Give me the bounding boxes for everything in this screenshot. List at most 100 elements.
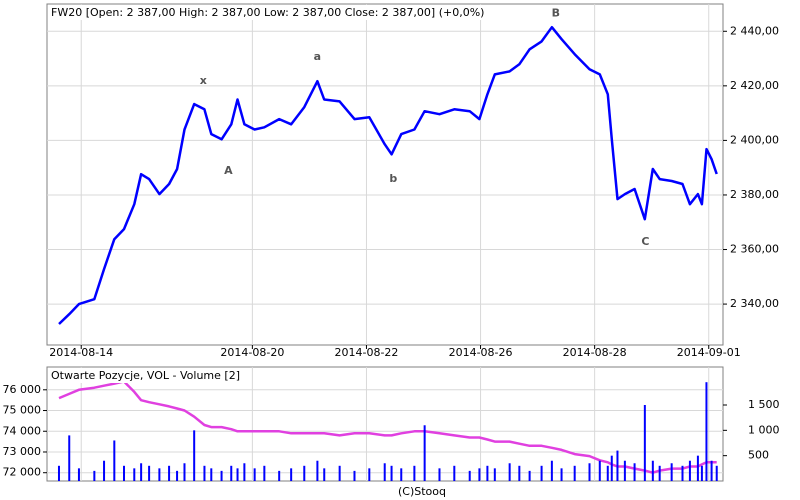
volume-bar xyxy=(103,460,106,481)
y-tick-label: 75 000 xyxy=(3,404,42,417)
volume-bar xyxy=(133,468,136,481)
volume-panel: 72 000 73 000 74 000 75 000 76 000 500 1 000 1 … xyxy=(3,366,780,482)
volume-bar xyxy=(588,463,591,481)
volume-bar xyxy=(323,468,326,481)
volume-bar xyxy=(688,460,691,481)
y2-tick-label: 500 xyxy=(748,449,769,462)
volume-bar xyxy=(518,465,521,481)
panel-title: FW20 [Open: 2 387,00 High: 2 387,00 Low:… xyxy=(51,6,484,19)
volume-bar xyxy=(705,382,708,481)
volume-bar xyxy=(183,463,186,481)
volume-bar xyxy=(715,465,718,481)
x-tick-label: 2014-08-20 xyxy=(220,346,284,359)
volume-bar xyxy=(148,465,151,481)
volume-bar xyxy=(113,440,116,481)
price-panel: 2014-08-14 2014-08-20 2014-08-22 2014-08-26… xyxy=(46,3,779,359)
volume-bar xyxy=(478,468,481,481)
volume-bar xyxy=(278,470,281,481)
volume-bar xyxy=(606,465,609,481)
volume-bar xyxy=(681,465,684,481)
plot-frame xyxy=(46,3,724,346)
volume-bar xyxy=(598,460,601,481)
volume-bar xyxy=(77,468,80,481)
x-tick-label: 2014-08-14 xyxy=(49,346,113,359)
annotation: b xyxy=(389,172,397,185)
volume-bar xyxy=(368,468,371,481)
annotation: C xyxy=(641,235,649,248)
volume-bar xyxy=(220,470,223,481)
volume-bar xyxy=(230,465,233,481)
volume-bar xyxy=(57,465,60,481)
volume-bar xyxy=(203,465,206,481)
y-tick-label: 2 380,00 xyxy=(730,188,779,201)
volume-bar xyxy=(68,435,71,481)
volume-bar xyxy=(253,468,256,481)
y-tick-label: 72 000 xyxy=(3,466,42,479)
volume-bar xyxy=(658,465,661,481)
volume-bar xyxy=(140,463,143,481)
title-background xyxy=(49,5,487,20)
volume-bar xyxy=(303,465,306,481)
volume-bar xyxy=(290,468,293,481)
volume-bar xyxy=(696,455,699,481)
volume-bar xyxy=(651,460,654,481)
y-tick-label: 74 000 xyxy=(3,424,42,437)
volume-bar xyxy=(316,460,319,481)
x-tick-label: 2014-08-26 xyxy=(449,346,513,359)
volume-bar xyxy=(493,468,496,481)
volume-bar xyxy=(616,450,619,481)
annotation: B xyxy=(552,6,560,19)
y-tick-label: 2 400,00 xyxy=(730,133,779,146)
volume-bar xyxy=(383,463,386,481)
annotation: A xyxy=(224,164,233,177)
y-tick-label: 73 000 xyxy=(3,445,42,458)
x-tick-label: 2014-08-22 xyxy=(334,346,398,359)
volume-bar xyxy=(550,460,553,481)
panel-title: Otwarte Pozycje, VOL - Volume [2] xyxy=(51,369,240,382)
volume-bar xyxy=(168,465,171,481)
volume-bar xyxy=(633,463,636,481)
footer: (C)Stooq xyxy=(398,485,446,498)
volume-bar xyxy=(158,468,161,481)
volume-bar xyxy=(670,463,673,481)
volume-bar xyxy=(560,468,563,481)
volume-bar xyxy=(700,465,703,481)
volume-bar xyxy=(468,470,471,481)
volume-bar xyxy=(643,405,646,481)
volume-bar xyxy=(176,470,179,481)
volume-bar xyxy=(528,470,531,481)
y-tick-label: 76 000 xyxy=(3,383,42,396)
title-background xyxy=(49,368,242,383)
volume-bar xyxy=(610,455,613,481)
series-line xyxy=(58,25,718,325)
annotation: a xyxy=(314,50,321,63)
y2-tick-label: 1 000 xyxy=(748,423,780,436)
volume-bar xyxy=(353,470,356,481)
volume-bar xyxy=(123,465,126,481)
x-tick-label: 2014-08-28 xyxy=(563,346,627,359)
plot-frame xyxy=(46,366,724,482)
annotation: x xyxy=(200,74,207,87)
y2-tick-label: 1 500 xyxy=(748,398,780,411)
volume-bar xyxy=(423,425,426,481)
volume-bar xyxy=(243,463,246,481)
volume-bar xyxy=(540,465,543,481)
volume-bar xyxy=(390,465,393,481)
volume-bar xyxy=(508,463,511,481)
volume-bar xyxy=(338,465,341,481)
volume-bar xyxy=(413,465,416,481)
volume-bar xyxy=(623,460,626,481)
y-tick-label: 2 440,00 xyxy=(730,24,779,37)
volume-bar xyxy=(193,430,196,481)
volume-bar xyxy=(438,468,441,481)
y-tick-label: 2 420,00 xyxy=(730,79,779,92)
volume-bar xyxy=(263,465,266,481)
volume-bar xyxy=(710,460,713,481)
volume-bar xyxy=(486,465,489,481)
y-tick-label: 2 340,00 xyxy=(730,297,779,310)
volume-bar xyxy=(400,468,403,481)
volume-bar xyxy=(236,468,239,481)
y-tick-label: 2 360,00 xyxy=(730,243,779,256)
volume-bar xyxy=(210,468,213,481)
